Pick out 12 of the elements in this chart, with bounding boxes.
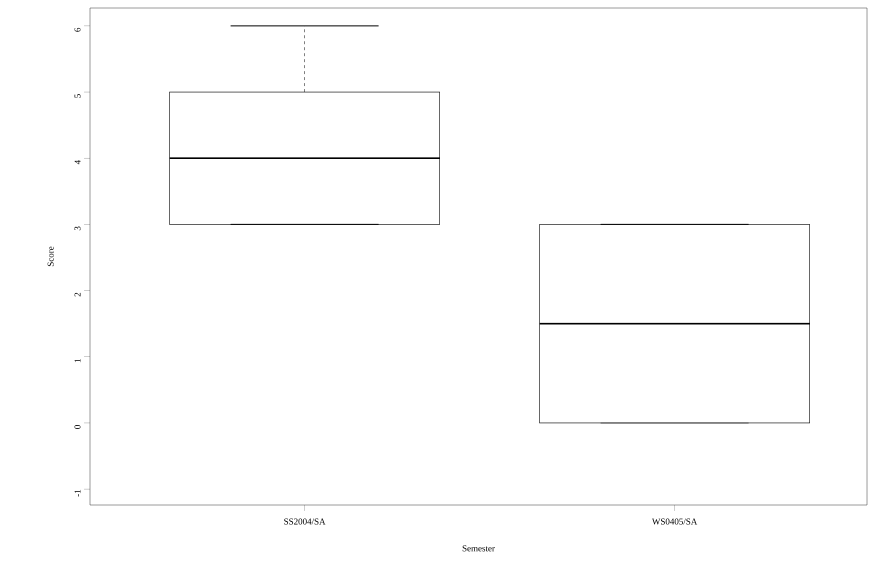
x-tick-label: SS2004/SA bbox=[284, 518, 326, 525]
y-tick-label: 4 bbox=[74, 160, 80, 164]
y-tick-label: 1 bbox=[74, 359, 80, 362]
y-tick-label: 2 bbox=[74, 292, 80, 296]
y-axis-title: Score bbox=[48, 246, 54, 266]
y-tick-label: 0 bbox=[74, 425, 81, 429]
y-tick-label: 3 bbox=[74, 226, 81, 230]
y-tick-label: 6 bbox=[74, 28, 81, 32]
y-tick-label: -1 bbox=[74, 490, 80, 497]
y-tick-label: 5 bbox=[74, 94, 81, 98]
x-tick-label: WS0405/SA bbox=[652, 518, 698, 525]
x-axis-title: Semester bbox=[462, 545, 495, 552]
